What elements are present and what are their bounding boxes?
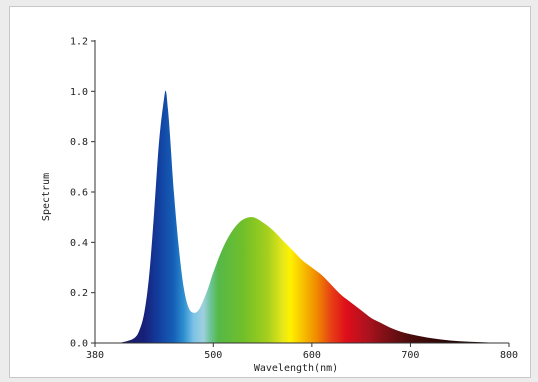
y-tick-label: 0.4 bbox=[70, 238, 88, 249]
x-tick-label: 800 bbox=[500, 350, 518, 361]
y-tick-label: 0.8 bbox=[70, 137, 88, 148]
x-tick-label: 600 bbox=[303, 350, 321, 361]
y-tick-label: 1.2 bbox=[70, 37, 88, 48]
y-tick-label: 0.2 bbox=[70, 288, 88, 299]
y-tick-label: 0.0 bbox=[70, 339, 88, 350]
y-tick-label: 0.6 bbox=[70, 188, 88, 199]
spectrum-chart: 0.0 0.2 0.4 0.6 0.8 1.0 1.2 380 500 600 700 800 Spe… bbox=[41, 37, 518, 375]
x-tick-label: 500 bbox=[204, 350, 222, 361]
x-axis-label: Wavelength(nm) bbox=[254, 363, 338, 374]
x-tick-label: 700 bbox=[401, 350, 419, 361]
y-axis-label: Spectrum bbox=[41, 173, 52, 221]
y-tick-label: 1.0 bbox=[70, 87, 88, 98]
chart-panel: 0.0 0.2 0.4 0.6 0.8 1.0 1.2 380 500 600 700 800 Spe… bbox=[9, 6, 531, 378]
spectrum-area bbox=[95, 90, 509, 343]
x-tick-label: 380 bbox=[86, 350, 104, 361]
